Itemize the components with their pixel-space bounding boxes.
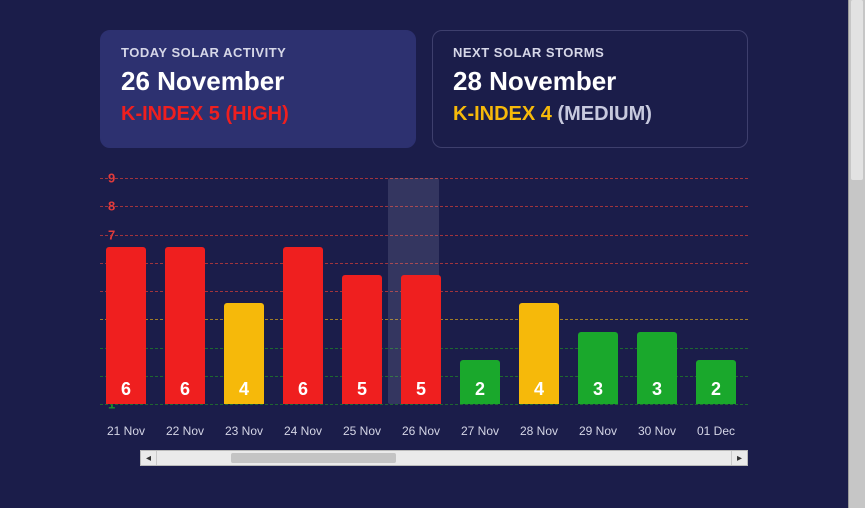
next-kindex: K-INDEX 4	[453, 103, 552, 125]
next-date: 28 November	[453, 66, 727, 97]
bar-value: 2	[696, 379, 736, 400]
y-axis-label: K-INDEX	[0, 438, 36, 478]
x-tick: 27 Nov	[461, 424, 499, 438]
x-tick: 25 Nov	[343, 424, 381, 438]
scroll-right-arrow[interactable]: ▸	[731, 451, 747, 465]
gridline	[100, 404, 748, 405]
bar-value: 6	[165, 379, 205, 400]
today-kindex: K-INDEX 5	[121, 103, 220, 125]
x-tick: 26 Nov	[402, 424, 440, 438]
bar-value: 3	[578, 379, 618, 400]
bar-value: 5	[401, 379, 441, 400]
chart-panel: TODAY SOLAR ACTIVITY 26 November K-INDEX…	[0, 0, 848, 508]
bar[interactable]: 3	[637, 332, 677, 405]
today-level: (HIGH)	[225, 103, 288, 125]
bar-value: 4	[224, 379, 264, 400]
bar[interactable]: 5	[401, 275, 441, 404]
today-kindex-line: K-INDEX 5 (HIGH)	[121, 103, 395, 126]
bar[interactable]: 3	[578, 332, 618, 405]
x-tick: 24 Nov	[284, 424, 322, 438]
bar-value: 4	[519, 379, 559, 400]
today-subtitle: TODAY SOLAR ACTIVITY	[121, 45, 395, 60]
scroll-left-arrow[interactable]: ◂	[141, 451, 157, 465]
bar[interactable]: 6	[165, 247, 205, 404]
x-tick: 23 Nov	[225, 424, 263, 438]
x-tick: 29 Nov	[579, 424, 617, 438]
horizontal-scrollbar[interactable]: ◂ ▸	[140, 450, 748, 466]
bar[interactable]: 4	[224, 303, 264, 404]
next-kindex-line: K-INDEX 4 (MEDIUM)	[453, 103, 727, 126]
chart-plot: 66465524332	[100, 178, 748, 421]
bar-value: 2	[460, 379, 500, 400]
x-tick: 30 Nov	[638, 424, 676, 438]
scroll-thumb[interactable]	[231, 453, 396, 463]
bar-value: 3	[637, 379, 677, 400]
x-tick: 28 Nov	[520, 424, 558, 438]
today-card: TODAY SOLAR ACTIVITY 26 November K-INDEX…	[100, 30, 416, 148]
bar-value: 6	[106, 379, 146, 400]
bar[interactable]: 2	[696, 360, 736, 404]
x-tick: 21 Nov	[107, 424, 145, 438]
vertical-scroll-thumb[interactable]	[851, 0, 863, 180]
next-subtitle: NEXT SOLAR STORMS	[453, 45, 727, 60]
x-tick: 22 Nov	[166, 424, 204, 438]
chart-area: 66465524332	[100, 178, 748, 450]
vertical-scrollbar[interactable]	[848, 0, 865, 508]
bar[interactable]: 6	[106, 247, 146, 404]
bar[interactable]: 6	[283, 247, 323, 404]
bar[interactable]: 4	[519, 303, 559, 404]
x-axis: 21 Nov 22 Nov 23 Nov 24 Nov 25 Nov 26 Nov 27 N…	[100, 424, 748, 444]
today-date: 26 November	[121, 66, 395, 97]
next-level: (MEDIUM)	[557, 103, 651, 125]
bar-value: 5	[342, 379, 382, 400]
next-card: NEXT SOLAR STORMS 28 November K-INDEX 4 …	[432, 30, 748, 148]
bar-value: 6	[283, 379, 323, 400]
summary-cards: TODAY SOLAR ACTIVITY 26 November K-INDEX…	[100, 30, 748, 148]
bar[interactable]: 2	[460, 360, 500, 404]
x-tick: 01 Dec	[697, 424, 735, 438]
bar[interactable]: 5	[342, 275, 382, 404]
